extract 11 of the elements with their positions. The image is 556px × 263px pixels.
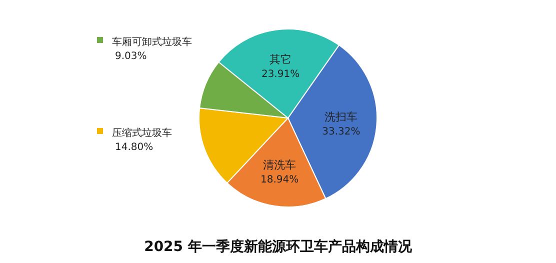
legend-label: 压缩式垃圾车 (112, 127, 172, 139)
text: 2025 年一季度新能源环卫车产品构成情况 (144, 238, 413, 255)
legend-label: 车厢可卸式垃圾车 (112, 36, 192, 48)
data-label: 33.32% (322, 126, 360, 138)
data-label: 14.80% (115, 142, 154, 153)
slice-label: 清洗车 (263, 158, 296, 172)
data-label: 9.03% (115, 51, 147, 62)
slice-label: 其它 (270, 53, 292, 66)
data-label: 18.94% (260, 174, 299, 186)
data-label: 23.91% (261, 69, 300, 80)
slice-label: 洗扫车 (324, 110, 358, 124)
